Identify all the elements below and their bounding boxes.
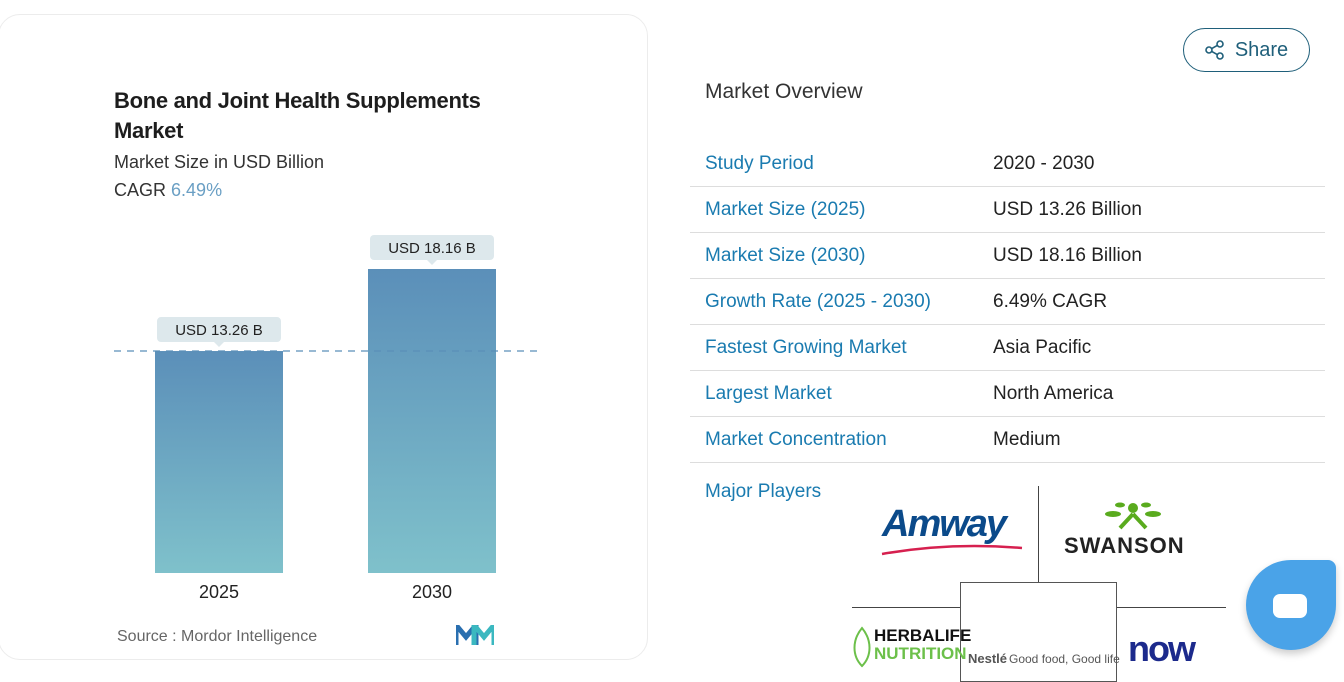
row-value: North America — [993, 382, 1114, 404]
chart-title: Bone and Joint Health Supplements Market — [114, 88, 481, 143]
overview-row: Fastest Growing Market Asia Pacific — [690, 325, 1325, 371]
cagr-value: 6.49% — [171, 180, 223, 200]
overview-row: Market Size (2025) USD 13.26 Billion — [690, 187, 1325, 233]
data-label-bg — [370, 235, 494, 260]
chat-icon — [1273, 594, 1307, 618]
row-label: Market Size (2025) — [705, 198, 866, 220]
share-button[interactable]: Share — [1183, 28, 1310, 72]
data-label-pointer — [427, 260, 437, 265]
overview-row: Largest Market North America — [690, 371, 1325, 417]
bar-chart: USD 13.26 B 2025 USD 18.16 B 2030 — [114, 235, 540, 602]
overview-table: Study Period 2020 - 2030 Market Size (2025… — [690, 141, 1325, 463]
data-label: USD 13.26 B — [175, 322, 263, 339]
nestle-tagline: Good food, Good life — [1009, 652, 1120, 666]
overview-title: Market Overview — [705, 80, 863, 103]
chart-subtitle: Market Size in USD Billion — [114, 152, 325, 172]
now-logo: now — [1128, 628, 1196, 669]
nestle-logo: Nestlé — [968, 651, 1008, 666]
chart-card — [0, 14, 648, 660]
data-label-pointer — [214, 342, 224, 348]
chat-button[interactable] — [1246, 560, 1336, 650]
row-value: 2020 - 2030 — [993, 152, 1095, 174]
row-label: Growth Rate (2025 - 2030) — [705, 290, 932, 312]
row-value: Medium — [993, 428, 1061, 450]
swanson-logo: SWANSON — [1064, 533, 1185, 558]
row-value: Asia Pacific — [993, 336, 1092, 358]
major-players-label: Major Players — [705, 481, 822, 502]
share-icon — [1205, 40, 1224, 60]
bar-2025 — [155, 351, 283, 573]
cagr: CAGR 6.49% — [114, 180, 222, 201]
overview-row: Market Size (2030) USD 18.16 Billion — [690, 233, 1325, 279]
x-tick-label: 2030 — [412, 582, 452, 602]
nutrition-text: NUTRITION — [874, 644, 967, 663]
herbalife-text: HERBALIFE — [874, 626, 972, 645]
cagr-label: CAGR — [114, 180, 167, 200]
row-value: USD 13.26 Billion — [993, 198, 1142, 220]
source-text: Source : Mordor Intelligence — [117, 628, 318, 645]
row-label: Fastest Growing Market — [705, 336, 907, 358]
row-label: Study Period — [705, 152, 814, 174]
mordor-logo — [456, 625, 494, 645]
overview-row: Market Concentration Medium — [690, 417, 1325, 463]
share-label: Share — [1234, 38, 1289, 61]
x-tick-label: 2025 — [199, 582, 239, 602]
amway-logo: Amway — [882, 503, 1007, 545]
row-label: Market Concentration — [705, 428, 887, 450]
herbalife-logo: HERBALIFE NUTRITION — [874, 627, 971, 663]
swanson-leaf-icon — [1105, 502, 1161, 530]
row-value: 6.49% CAGR — [993, 290, 1108, 312]
overview-row: Study Period 2020 - 2030 — [690, 141, 1325, 187]
data-label: USD 18.16 B — [388, 240, 476, 257]
row-value: USD 18.16 Billion — [993, 244, 1142, 266]
data-label-bg — [157, 317, 281, 343]
row-label: Market Size (2030) — [705, 244, 866, 266]
row-label: Largest Market — [705, 382, 832, 404]
overview-row: Growth Rate (2025 - 2030) 6.49% CAGR — [690, 279, 1325, 325]
bar-2030 — [368, 269, 496, 573]
